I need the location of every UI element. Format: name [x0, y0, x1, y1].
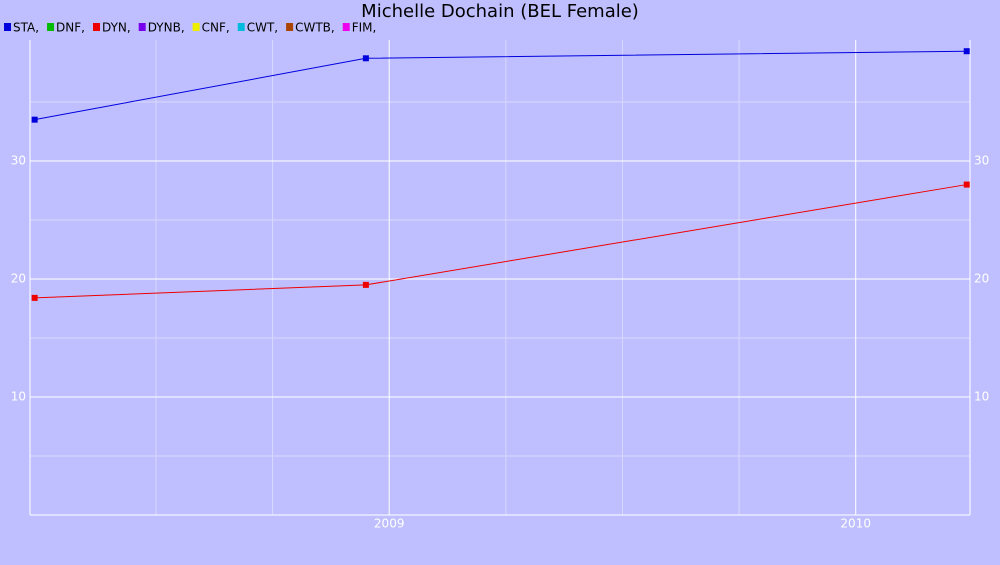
y2-tick-label: 10 [974, 389, 989, 403]
y-tick-label: 20 [11, 271, 26, 285]
legend-label: STA, [13, 21, 39, 35]
plot [31, 48, 970, 301]
legend-swatch [286, 23, 294, 31]
legend-swatch [192, 23, 200, 31]
legend-swatch [138, 23, 146, 31]
legend-label: FIM, [352, 21, 377, 35]
data-point [963, 48, 970, 55]
legend-label: DYN, [102, 21, 131, 35]
data-point [31, 294, 38, 301]
data-point [362, 281, 369, 288]
legend-swatch [4, 23, 11, 31]
data-point [963, 181, 970, 188]
legend-label: DNF, [56, 21, 85, 35]
legend-label: CWT, [247, 21, 278, 35]
y2-tick-label: 30 [974, 153, 989, 167]
legend-swatch [237, 23, 245, 31]
legend-swatch [342, 23, 350, 31]
x-tick-label: 2010 [840, 517, 871, 531]
legend-label: CWTB, [295, 21, 335, 35]
data-point [31, 116, 38, 123]
y2-tick-label: 20 [974, 271, 989, 285]
legend-label: CNF, [202, 21, 230, 35]
legend-swatch [47, 23, 55, 31]
data-point [362, 55, 369, 62]
grid: 10 10 20 20 30 30 2009 2010 [11, 40, 989, 531]
x-tick-label: 2009 [374, 517, 405, 531]
y-tick-label: 30 [11, 153, 26, 167]
legend-swatch [92, 23, 100, 31]
legend-label: DYNB, [148, 21, 185, 35]
chart-title: Michelle Dochain (BEL Female) [361, 1, 639, 22]
y-tick-label: 10 [11, 389, 26, 403]
